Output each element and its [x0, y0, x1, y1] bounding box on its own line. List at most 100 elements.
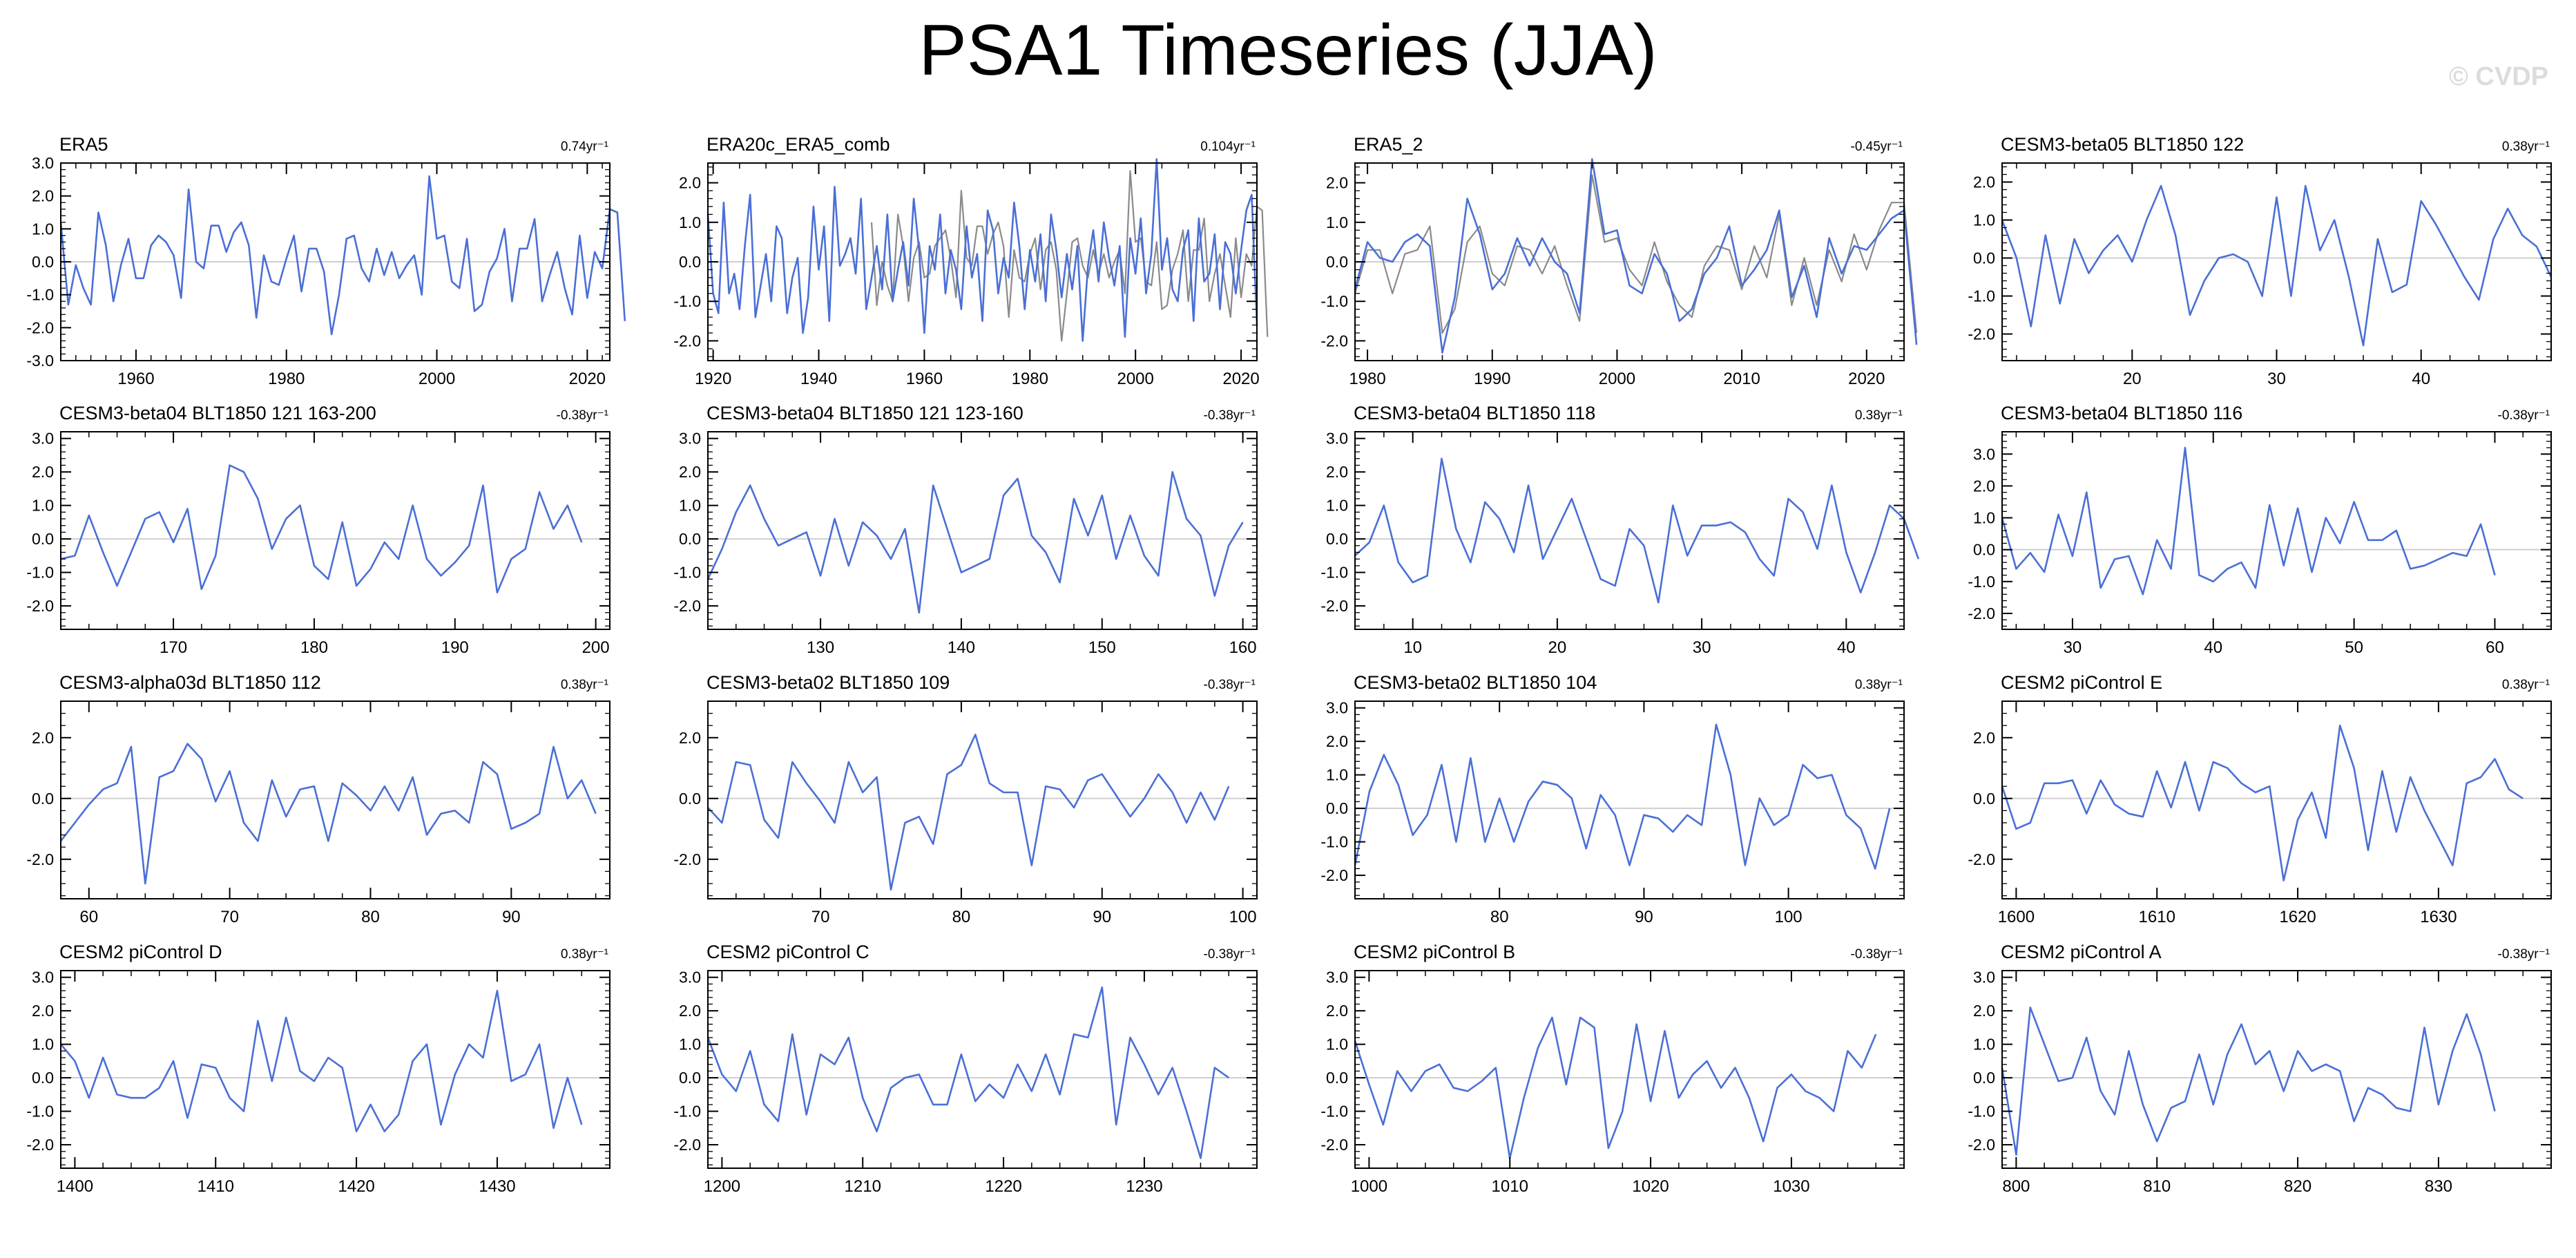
- x-tick-label: 1980: [1349, 370, 1385, 388]
- panel-trend: 0.38yr⁻¹: [561, 947, 608, 962]
- panel-title: CESM3-beta04 BLT1850 121 123-160: [707, 403, 1023, 423]
- y-tick-label: -2.0: [673, 597, 701, 615]
- x-tick-label: 130: [807, 638, 834, 657]
- series-line-0: [60, 464, 583, 594]
- x-tick-label: 1960: [906, 370, 943, 388]
- x-tick-label: 2010: [1723, 370, 1760, 388]
- x-tick-label: 90: [502, 908, 521, 926]
- y-tick-label: 0.0: [1326, 799, 1348, 817]
- x-tick-label: 1940: [800, 370, 837, 388]
- panel-0: ERA5 0.74yr⁻¹ 1960 1980 2000 2020 -3.0 -2.0 -1.0…: [26, 134, 626, 388]
- y-tick-label: -2.0: [26, 597, 54, 615]
- series-line-0: [707, 986, 1229, 1159]
- y-tick-label: 1.0: [1326, 1036, 1348, 1054]
- plot-frame: [2001, 701, 2552, 899]
- panel-1: ERA20c_ERA5_comb 0.104yr⁻¹ 1920 1940 1960 198…: [673, 134, 1269, 388]
- y-tick-label: 2.0: [1326, 463, 1348, 481]
- x-tick-label: 1960: [117, 370, 154, 388]
- y-tick-label: 2.0: [1326, 174, 1348, 192]
- x-tick-label: 2020: [1848, 370, 1885, 388]
- panel-title: ERA5: [59, 134, 108, 155]
- y-tick-label: 3.0: [1973, 969, 1995, 987]
- panel-3: CESM3-beta05 BLT1850 122 0.38yr⁻¹ 20 30 40 -2…: [1968, 134, 2553, 388]
- series-line-0: [60, 989, 583, 1132]
- y-tick-label: 0.0: [1973, 541, 1995, 559]
- plot-frame: [1354, 970, 1905, 1169]
- panel-7: CESM3-beta04 BLT1850 116 -0.38yr⁻¹ 30 40 50 6…: [1968, 403, 2552, 657]
- x-tick-label: 1000: [1351, 1177, 1387, 1196]
- panel-2: ERA5_2 -0.45yr⁻¹ 1980 1990 2000 2010 2020 -2.0 -…: [1320, 134, 1918, 388]
- x-tick-label: 50: [2345, 638, 2363, 657]
- x-tick-label: 2000: [1117, 370, 1153, 388]
- y-tick-label: -1.0: [26, 286, 54, 304]
- panel-title: CESM2 piControl B: [1354, 942, 1515, 962]
- plot-frame: [2001, 431, 2552, 630]
- y-tick-label: 1.0: [1973, 509, 1995, 527]
- x-tick-label: 190: [441, 638, 469, 657]
- y-tick-label: 0.0: [1973, 1069, 1995, 1087]
- y-tick-label: 3.0: [1326, 699, 1348, 717]
- x-tick-label: 150: [1088, 638, 1116, 657]
- y-tick-label: 1.0: [1326, 766, 1348, 784]
- x-tick-label: 100: [1775, 908, 1803, 926]
- x-tick-label: 1600: [1998, 908, 2035, 926]
- y-tick-label: 3.0: [32, 430, 54, 448]
- plot-frame: [1354, 701, 1905, 899]
- x-tick-label: 70: [220, 908, 239, 926]
- panel-trend: -0.38yr⁻¹: [1851, 947, 1903, 962]
- plot-frame: [2001, 970, 2552, 1169]
- series-line-0: [1354, 158, 1918, 354]
- x-tick-label: 1620: [2279, 908, 2316, 926]
- series-line-0: [707, 734, 1230, 891]
- x-tick-label: 10: [1403, 638, 1422, 657]
- panel-trend: -0.38yr⁻¹: [1204, 678, 1256, 692]
- panel-4: CESM3-beta04 BLT1850 121 163-200 -0.38yr⁻…: [26, 403, 611, 657]
- panel-6: CESM3-beta04 BLT1850 118 0.38yr⁻¹ 10 20 30 40…: [1320, 403, 1920, 657]
- y-tick-label: 1.0: [32, 497, 54, 515]
- x-tick-label: 820: [2284, 1177, 2311, 1196]
- panel-trend: -0.38yr⁻¹: [2498, 408, 2550, 423]
- x-tick-label: 90: [1635, 908, 1653, 926]
- y-tick-label: 0.0: [1973, 249, 1995, 267]
- x-tick-label: 1980: [1012, 370, 1048, 388]
- panel-8: CESM3-alpha03d BLT1850 112 0.38yr⁻¹ 60 70 80…: [26, 672, 611, 926]
- plot-frame: [60, 970, 611, 1169]
- panel-trend: -0.38yr⁻¹: [1204, 947, 1256, 962]
- y-tick-label: -2.0: [673, 1136, 701, 1154]
- y-tick-label: 1.0: [679, 1036, 701, 1054]
- y-tick-label: 2.0: [679, 174, 701, 192]
- x-tick-label: 1410: [198, 1177, 234, 1196]
- y-tick-label: -2.0: [26, 1136, 54, 1154]
- y-tick-label: -1.0: [26, 1103, 54, 1121]
- panel-title: CESM3-beta04 BLT1850 118: [1354, 403, 1595, 423]
- series-line-0: [2001, 184, 2553, 347]
- panel-trend: -0.38yr⁻¹: [557, 408, 609, 423]
- panel-title: CESM3-beta02 BLT1850 109: [707, 672, 950, 693]
- panel-trend: -0.38yr⁻¹: [1204, 408, 1256, 423]
- panel-trend: 0.74yr⁻¹: [561, 140, 608, 154]
- watermark: © CVDP: [2448, 62, 2548, 91]
- x-tick-label: 20: [1548, 638, 1567, 657]
- y-tick-label: 2.0: [1973, 1002, 1995, 1020]
- y-tick-label: 0.0: [1326, 1069, 1348, 1087]
- panel-12: CESM2 piControl D 0.38yr⁻¹ 1400 1410 1420 143…: [26, 942, 611, 1196]
- x-tick-label: 1210: [845, 1177, 881, 1196]
- y-tick-label: -1.0: [1968, 573, 1995, 591]
- y-tick-label: -2.0: [26, 850, 54, 868]
- y-tick-label: -1.0: [1968, 287, 1995, 305]
- x-tick-label: 800: [2002, 1177, 2030, 1196]
- y-tick-label: 0.0: [1973, 790, 1995, 808]
- panel-15: CESM2 piControl A -0.38yr⁻¹ 800 810 820 830 -2…: [1968, 942, 2552, 1196]
- x-tick-label: 1920: [695, 370, 731, 388]
- y-tick-label: 1.0: [679, 213, 701, 231]
- x-tick-label: 1020: [1632, 1177, 1669, 1196]
- y-tick-label: 1.0: [1326, 213, 1348, 231]
- x-tick-label: 60: [79, 908, 98, 926]
- y-tick-label: 2.0: [1326, 732, 1348, 750]
- y-tick-label: 2.0: [1973, 477, 1995, 495]
- y-tick-label: -2.0: [1320, 597, 1348, 615]
- panel-14: CESM2 piControl B -0.38yr⁻¹ 1000 1010 1020 10…: [1320, 942, 1905, 1196]
- x-tick-label: 1030: [1773, 1177, 1809, 1196]
- y-tick-label: -1.0: [26, 564, 54, 582]
